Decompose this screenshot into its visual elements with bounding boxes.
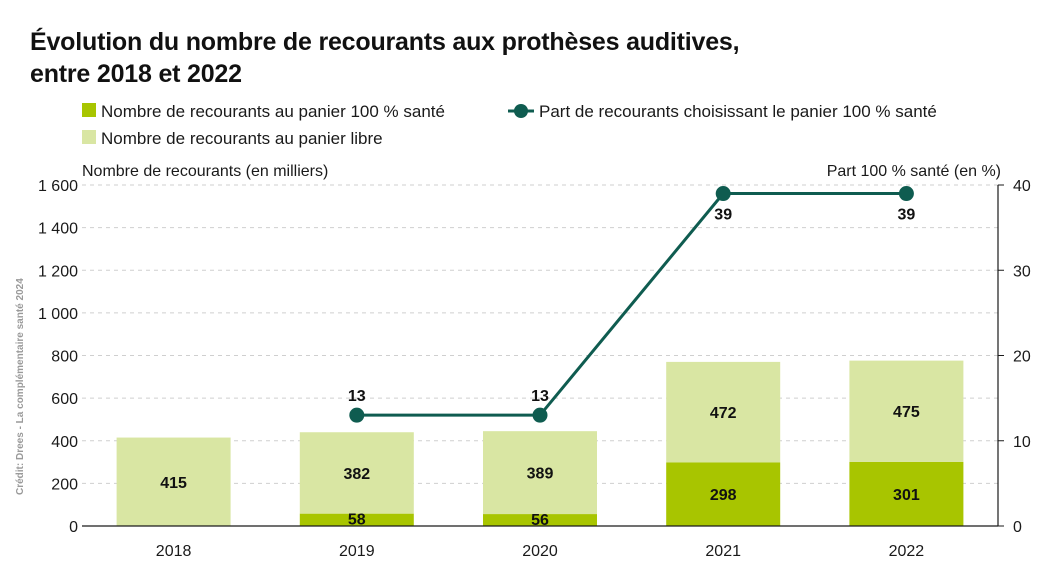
- legend-label-part: Part de recourants choisissant le panier…: [539, 102, 937, 121]
- y-tick-left-label: 1 400: [38, 221, 78, 238]
- bar-panier-libre: [116, 437, 231, 526]
- line-point: [715, 186, 731, 202]
- bar-100-sante: [299, 513, 414, 526]
- data-label-part: 13: [348, 388, 366, 405]
- line-part-100-sante: [356, 192, 907, 417]
- data-label-part: 39: [898, 207, 916, 224]
- x-tick-label: 2019: [339, 543, 375, 560]
- y-tick-right-label: 20: [1013, 349, 1031, 366]
- y-tick-left-label: 400: [51, 434, 78, 451]
- bar-100-sante: [849, 461, 964, 526]
- data-label-100-sante: 58: [348, 512, 366, 529]
- y-tick-left-label: 800: [51, 349, 78, 366]
- chart-title: Évolution du nombre de recourants aux pr…: [30, 26, 740, 90]
- y-axis-right-title: Part 100 % santé (en %): [827, 163, 1001, 180]
- line-point: [898, 186, 914, 202]
- y-tick-right-label: 40: [1013, 178, 1031, 195]
- data-label-part: 39: [714, 207, 732, 224]
- y-tick-left-label: 1 000: [38, 306, 78, 323]
- bar-panier-libre: [849, 360, 964, 462]
- data-label-100-sante: 298: [710, 487, 737, 504]
- data-label-panier-libre: 382: [343, 466, 370, 483]
- legend-label-libre: Nombre de recourants au panier libre: [101, 129, 383, 148]
- line-series: [349, 186, 914, 423]
- y-tick-right-label: 30: [1013, 263, 1031, 280]
- data-label-part: 13: [531, 388, 549, 405]
- line-point: [349, 407, 365, 423]
- data-label-panier-libre: 475: [893, 404, 920, 421]
- y-tick-left-label: 600: [51, 391, 78, 408]
- y-tick-left-label: 1 600: [38, 178, 78, 195]
- legend-marker-part: [514, 104, 528, 118]
- legend-label-100-sante: Nombre de recourants au panier 100 % san…: [101, 102, 445, 121]
- legend-swatch-100-sante: [82, 103, 96, 117]
- bar-100-sante: [666, 462, 781, 526]
- data-label-100-sante: 56: [531, 512, 549, 529]
- data-label-panier-libre: 472: [710, 405, 737, 422]
- source-credit: Crédit: Drees - La complémentaire santé …: [15, 278, 26, 495]
- line-point: [532, 407, 548, 423]
- x-tick-label: 2021: [705, 543, 741, 560]
- bars: [116, 360, 964, 526]
- bar-panier-libre: [666, 361, 781, 463]
- y-tick-right-label: 10: [1013, 434, 1031, 451]
- legend-swatch-libre: [82, 130, 96, 144]
- y-tick-right-label: 0: [1013, 519, 1022, 536]
- bar-panier-libre: [299, 432, 414, 514]
- data-label-panier-libre: 389: [527, 466, 554, 483]
- y-axis-left-title: Nombre de recourants (en milliers): [82, 163, 328, 180]
- y-tick-left-label: 0: [69, 519, 78, 536]
- data-label-100-sante: 301: [893, 487, 920, 504]
- chart-title-line-1: Évolution du nombre de recourants aux pr…: [30, 28, 740, 56]
- chart-title-line-2: entre 2018 et 2022: [30, 60, 242, 88]
- x-tick-label: 2018: [156, 543, 192, 560]
- axes: 0 200 400 600 800 1 000 1 200 1 400 1 600 0 10 20 30…: [38, 178, 1031, 560]
- data-labels: 415 58 382 56 389 298 472 301 475 13 13 39 39: [160, 207, 920, 530]
- bar-panier-libre: [483, 431, 597, 515]
- data-label-panier-libre: 415: [160, 475, 187, 492]
- x-tick-label: 2020: [522, 543, 558, 560]
- y-tick-left-label: 1 200: [38, 263, 78, 280]
- legend: Nombre de recourants au panier 100 % san…: [82, 102, 937, 148]
- x-tick-label: 2022: [889, 543, 925, 560]
- bar-100-sante: [483, 514, 597, 526]
- y-tick-left-label: 200: [51, 476, 78, 493]
